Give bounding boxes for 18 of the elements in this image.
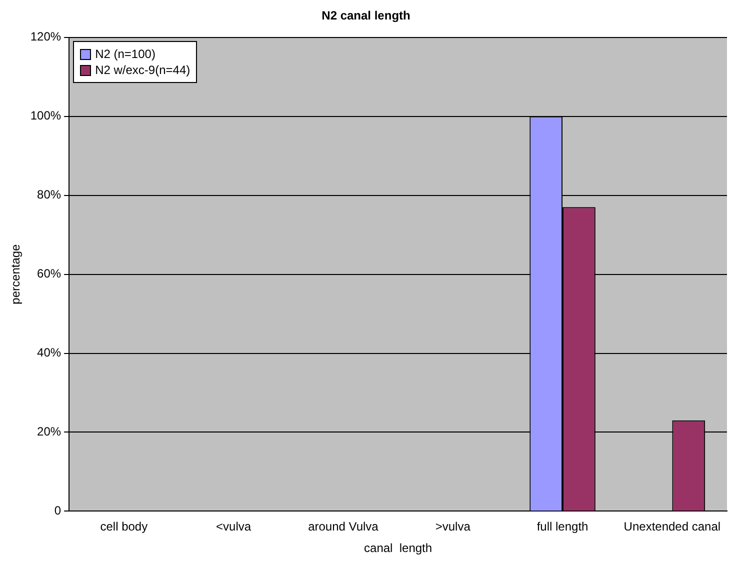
legend-label: N2 w/exc-9(n=44) [95,63,190,78]
x-axis-title: canal length [364,541,432,556]
y-tick-label: 0 [54,504,62,518]
x-tick-label: cell body [100,520,148,534]
x-tick-label: >vulva [435,520,471,534]
y-tick-label: 120% [30,30,62,44]
x-tick-label: full length [536,520,588,534]
y-tick-label: 100% [30,108,62,123]
y-axis-title: percentage [8,244,23,304]
x-tick-label: Unextended canal [624,520,721,534]
y-tick-label: 60% [37,266,62,281]
y-tick-label: 40% [37,346,62,360]
x-tick-label: around Vulva [308,520,379,534]
chart-title: N2 canal length [322,8,410,23]
y-tick-label: 80% [37,188,62,202]
legend-label: N2 (n=100) [95,47,156,62]
y-tick-label: 20% [37,424,62,439]
x-tick-label: <vulva [216,520,252,534]
